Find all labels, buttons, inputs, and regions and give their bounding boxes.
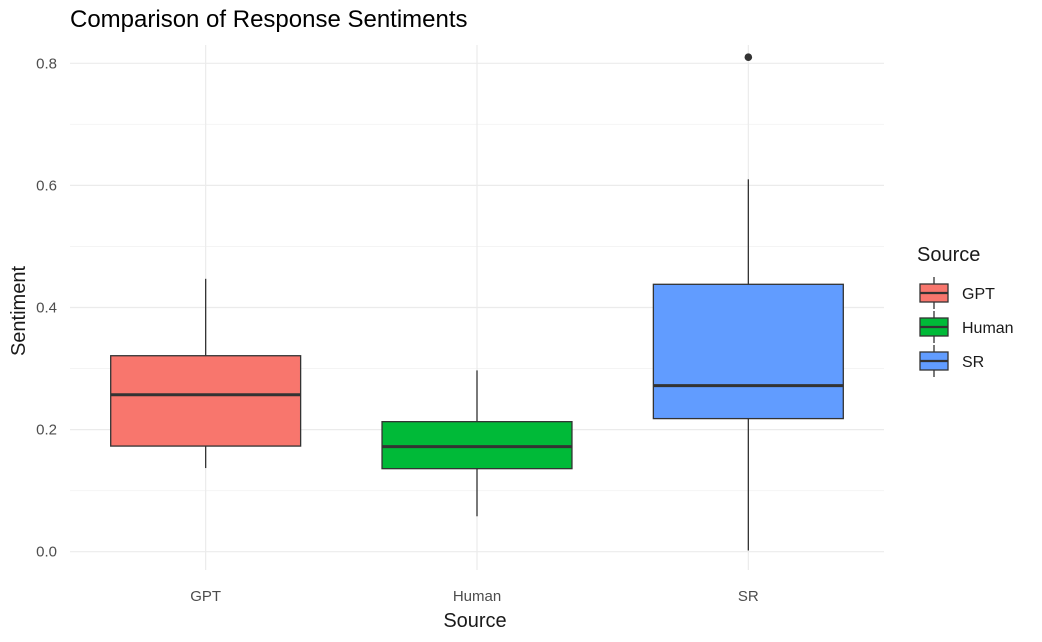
y-tick-label: 0.2 — [36, 422, 57, 439]
box-sr — [652, 53, 844, 551]
legend-label: SR — [962, 354, 984, 371]
outlier-point — [744, 53, 753, 62]
legend-item-human: Human — [919, 311, 1014, 343]
boxes — [110, 53, 844, 551]
y-tick-label: 0.0 — [36, 544, 57, 561]
legend-item-sr: SR — [919, 345, 984, 377]
box-iqr — [652, 283, 844, 420]
y-tick-label: 0.8 — [36, 55, 57, 72]
x-tick-label: Human — [453, 588, 501, 605]
box-iqr — [381, 421, 573, 470]
box-gpt — [110, 278, 302, 469]
legend-title: Source — [917, 244, 980, 266]
x-axis-ticks: GPT Human SR — [190, 588, 759, 605]
x-tick-label: GPT — [190, 588, 221, 605]
y-axis-ticks: 0.0 0.2 0.4 0.6 0.8 — [36, 55, 57, 560]
legend: Source GPT Human SR — [917, 244, 1014, 377]
legend-label: Human — [962, 320, 1014, 337]
y-tick-label: 0.4 — [36, 300, 57, 317]
x-tick-label: SR — [738, 588, 759, 605]
x-axis-title: Source — [443, 610, 506, 632]
y-axis-title: Sentiment — [8, 266, 30, 356]
chart-title: Comparison of Response Sentiments — [70, 6, 468, 33]
y-tick-label: 0.6 — [36, 177, 57, 194]
box-human — [381, 370, 573, 517]
box-iqr — [110, 355, 302, 447]
legend-item-gpt: GPT — [919, 277, 995, 309]
legend-label: GPT — [962, 286, 995, 303]
